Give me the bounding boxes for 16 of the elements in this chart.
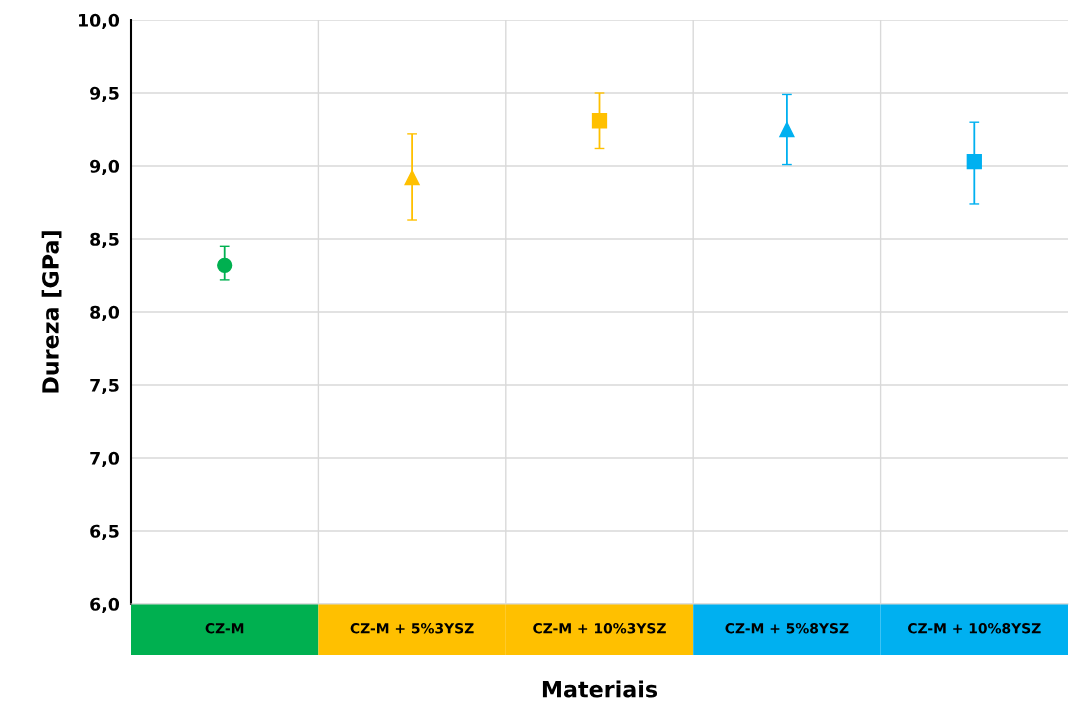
x-axis-title: Materiais: [542, 680, 658, 698]
y-tick-label: 10,0: [79, 13, 120, 30]
y-tick-label: 7,5: [90, 378, 119, 395]
y-tick-label: 6,5: [90, 524, 119, 541]
y-tick-label: 8,0: [90, 305, 120, 322]
y-tick-label: 8,5: [90, 232, 119, 249]
x-tick-label: CZ-M + 5%8YSZ: [725, 623, 849, 634]
y-axis-title: Dureza [GPa]: [41, 231, 62, 393]
y-tick-label: 9,5: [90, 86, 119, 103]
x-tick-label: CZ-M + 10%8YSZ: [908, 623, 1041, 634]
x-tick-label: CZ-M + 10%3YSZ: [533, 623, 666, 634]
x-tick-label: CZ-M + 5%3YSZ: [350, 623, 474, 634]
y-tick-label: 7,0: [90, 451, 120, 468]
y-tick-label: 6,0: [90, 597, 120, 614]
y-tick-label: 9,0: [90, 159, 120, 176]
x-tick-label: CZ-M: [205, 623, 244, 634]
